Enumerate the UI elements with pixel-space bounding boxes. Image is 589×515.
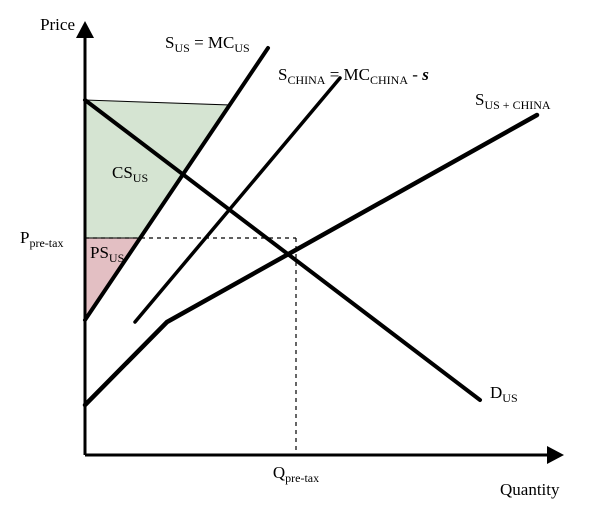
- x-axis-arrow-icon: [547, 446, 564, 464]
- demand-label: DUS: [490, 383, 518, 405]
- consumer-surplus-region: [85, 100, 230, 238]
- y-axis-arrow-icon: [76, 21, 94, 38]
- y-axis-label: Price: [40, 15, 75, 34]
- x-axis-label: Quantity: [500, 480, 560, 499]
- price-pretax-label: Ppre-tax: [20, 228, 63, 250]
- supply-us-label: SUS = MCUS: [165, 33, 250, 55]
- supply-china-label: SCHINA = MCCHINA - s: [278, 65, 429, 87]
- supply-combined-label: SUS + CHINA: [475, 90, 551, 112]
- quantity-pretax-label: Qpre-tax: [273, 463, 319, 485]
